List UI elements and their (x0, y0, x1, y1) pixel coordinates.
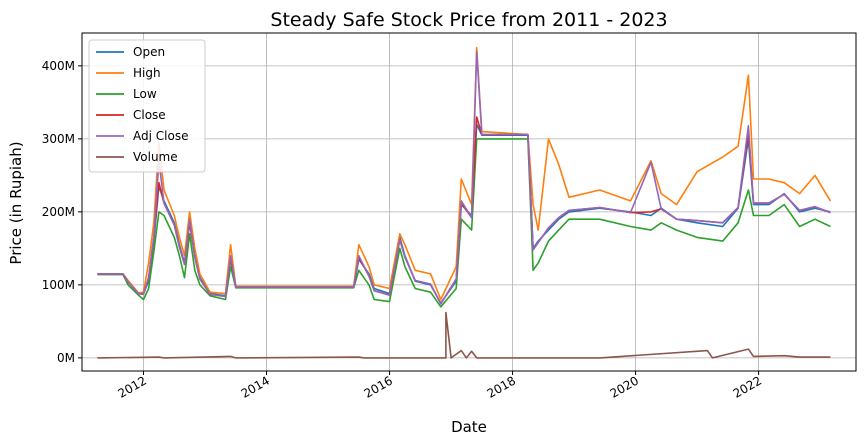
legend-label-open: Open (133, 45, 165, 59)
legend-label-close: Close (133, 108, 166, 122)
series-line-low (97, 138, 831, 308)
plot-lines (97, 46, 832, 359)
y-tick-label: 100M (42, 278, 75, 292)
series-line-adj-close (97, 50, 831, 305)
legend-label-volume: Volume (133, 150, 178, 164)
legend-label-high: High (133, 66, 161, 80)
chart-title: Steady Safe Stock Price from 2011 - 2023 (270, 9, 667, 31)
y-tick-label: 200M (42, 205, 75, 219)
legend-label-adj-close: Adj Close (133, 129, 188, 143)
y-tick-label: 0M (57, 351, 75, 365)
plot-frame (81, 32, 857, 372)
legend-label-low: Low (133, 87, 157, 101)
y-axis-label: Price (in Rupiah) (7, 141, 25, 264)
y-tick-label: 400M (42, 59, 75, 73)
y-axis: 0M 100M 200M 300M 400M (42, 59, 82, 365)
legend: Open High Low Close Adj Close Volume (88, 39, 206, 173)
series-line-high (97, 46, 832, 301)
x-axis-label: Date (451, 418, 487, 436)
grid (82, 33, 856, 371)
series-line-volume (97, 311, 831, 359)
y-tick-label: 300M (42, 132, 75, 146)
